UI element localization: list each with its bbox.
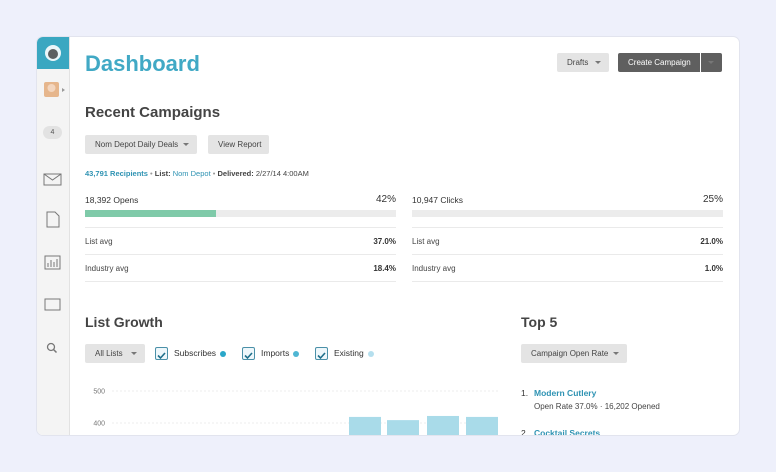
- campaign-detail: Open Rate 37.0% · 16,202 Opened: [534, 402, 660, 411]
- list-name[interactable]: Nom Depot: [172, 169, 211, 178]
- separator: •: [212, 169, 216, 178]
- view-report-label: View Report: [218, 140, 262, 149]
- list-growth-chart: 500 400: [93, 389, 499, 435]
- badge-count: 4: [50, 129, 55, 136]
- icon-mail-flap: [43, 173, 62, 181]
- row-line: [85, 227, 396, 228]
- campaign-select-label: Nom Depot Daily Deals: [95, 140, 179, 149]
- list-label: List:: [154, 169, 171, 178]
- legend-text: Existing: [334, 348, 364, 358]
- create-label: Create Campaign: [628, 58, 691, 67]
- avatar-caret: [62, 88, 65, 92]
- row-line: [412, 281, 723, 282]
- create-dropdown[interactable]: [701, 53, 722, 72]
- row-line: [85, 281, 396, 282]
- legend-text: Subscribes: [174, 348, 217, 358]
- legend-dot: [367, 350, 374, 357]
- dashboard-card: 4 Dashboard Drafts Create Campaign Recen…: [37, 37, 739, 435]
- row-label: List avg: [412, 237, 440, 246]
- icon-mail[interactable]: [43, 173, 62, 186]
- rank: 2.: [521, 428, 529, 435]
- icon-lists[interactable]: [44, 298, 61, 311]
- section-title: List Growth: [85, 314, 163, 330]
- legend-checkbox[interactable]: [315, 347, 328, 360]
- row-value: 18.4%: [373, 264, 396, 273]
- recipients[interactable]: 43,791 Recipients: [85, 169, 148, 178]
- stat-label: 10,947 Clicks: [412, 195, 464, 205]
- section-title: Recent Campaigns: [85, 104, 221, 121]
- delivered-date: 2/27/14 4:00AM: [255, 169, 309, 178]
- separator: •: [150, 169, 153, 178]
- rank: 1.: [521, 388, 529, 398]
- progress-fill: [85, 210, 216, 217]
- avatar-face: [47, 84, 56, 92]
- bar: [349, 416, 381, 435]
- icon-search[interactable]: [46, 342, 56, 352]
- row-line: [85, 254, 396, 255]
- sort-label: Campaign Open Rate: [531, 349, 609, 358]
- legend-label: Existing: [334, 348, 374, 358]
- sidebar: 4: [37, 37, 70, 435]
- icon-search-handle: [52, 348, 58, 354]
- list-filter-label: All Lists: [95, 349, 123, 358]
- row-label: List avg: [85, 237, 113, 246]
- checkmark: [157, 352, 166, 360]
- view-report-button[interactable]: View Report: [208, 135, 269, 154]
- delivered-label: Delivered:: [217, 169, 254, 178]
- bar: [466, 416, 498, 435]
- legend-label: Imports: [261, 348, 300, 358]
- stat-label: 18,392 Opens: [85, 195, 139, 205]
- progress-track: [85, 210, 396, 217]
- campaign-select[interactable]: Nom Depot Daily Deals: [85, 135, 197, 154]
- stat-rate: 42%: [375, 194, 396, 205]
- checkmark: [317, 352, 326, 360]
- sidebar-icons: [37, 37, 69, 354]
- progress-track: [412, 210, 723, 217]
- legend-label: Subscribes: [174, 348, 227, 358]
- bar: [387, 420, 419, 435]
- icon-reports[interactable]: [44, 255, 61, 270]
- drafts-button[interactable]: Drafts: [557, 53, 609, 72]
- create-campaign-button[interactable]: Create Campaign: [618, 53, 700, 72]
- row-value: 21.0%: [700, 237, 723, 246]
- section-title: Top 5: [521, 314, 558, 330]
- legend-dot: [220, 350, 227, 357]
- stat-rate: 25%: [702, 194, 723, 205]
- row-line: [412, 254, 723, 255]
- row-value: 37.0%: [373, 237, 396, 246]
- legend-text: Imports: [261, 348, 290, 358]
- y-tick-label: 500: [93, 389, 105, 396]
- sort-select[interactable]: Campaign Open Rate: [521, 344, 627, 363]
- row-value: 1.0%: [704, 264, 723, 273]
- legend-dot: [293, 350, 300, 357]
- y-tick-label: 400: [93, 421, 105, 428]
- icon-doc[interactable]: [46, 211, 60, 228]
- page-title: Dashboard: [85, 51, 200, 76]
- checkmark: [244, 352, 253, 360]
- bar: [427, 415, 459, 435]
- badge[interactable]: [43, 126, 62, 139]
- legend-checkbox[interactable]: [242, 347, 255, 360]
- row-label: Industry avg: [412, 264, 456, 273]
- drafts-label: Drafts: [567, 58, 589, 67]
- campaign-link[interactable]: Modern Cutlery: [534, 388, 597, 398]
- list-filter[interactable]: All Lists: [85, 344, 145, 363]
- logo-mark: [48, 49, 58, 59]
- legend-checkbox[interactable]: [155, 347, 168, 360]
- campaign-link[interactable]: Cocktail Secrets: [534, 428, 601, 435]
- row-line: [412, 227, 723, 228]
- row-label: Industry avg: [85, 264, 129, 273]
- icon-reports-bars: [47, 259, 58, 267]
- campaign-meta: 43,791 Recipients • List: Nom Depot • De…: [85, 169, 309, 178]
